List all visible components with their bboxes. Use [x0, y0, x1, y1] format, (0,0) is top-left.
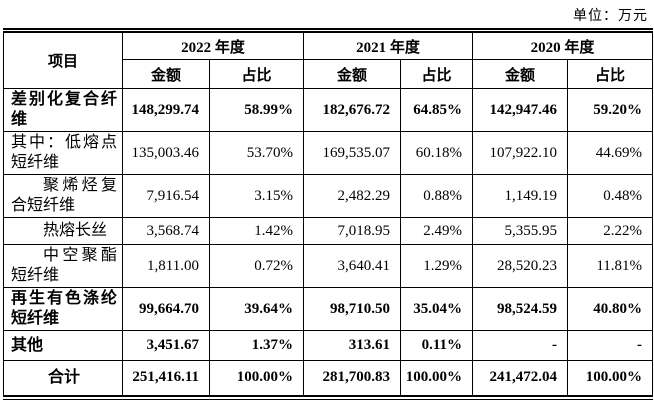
- header-amount-2020: 金额: [472, 59, 569, 89]
- table-header: 项目 2022 年度 2021 年度 2020 年度 金额 占比 金额 占比 金…: [3, 30, 654, 89]
- amount-cell-2022: 3,568.74: [122, 217, 210, 245]
- amount-cell-2021: 169,535.07: [303, 131, 402, 175]
- amount-cell-2020: 28,520.23: [472, 244, 569, 288]
- ratio-cell-2022: 1.42%: [208, 217, 305, 245]
- table-row: 其中：低熔点短纤维 135,003.46 53.70% 169,535.07 60.18…: [3, 131, 654, 175]
- item-cell: 其他: [3, 330, 123, 361]
- amount-cell-2021: 3,640.41: [303, 244, 402, 288]
- table-body: 差别化复合纤维 148,299.74 58.99% 182,676.72 64.85% 1…: [3, 88, 654, 398]
- ratio-cell-2022: 1.37%: [208, 330, 305, 361]
- table-row: 热熔长丝 3,568.74 1.42% 7,018.95 2.49% 5,355.95 2.…: [3, 217, 654, 245]
- ratio-cell-2022: 100.00%: [208, 360, 305, 398]
- header-amount-2021: 金额: [303, 59, 402, 89]
- item-cell: 聚烯烃复合短纤维: [3, 174, 123, 218]
- ratio-cell-2021: 1.29%: [400, 244, 474, 288]
- unit-label: 单位：万元: [573, 9, 648, 24]
- amount-cell-2021: 98,710.50: [303, 287, 402, 331]
- ratio-cell-2020: -: [567, 330, 654, 361]
- amount-cell-2022: 1,811.00: [122, 244, 210, 288]
- item-cell: 差别化复合纤维: [3, 88, 123, 132]
- ratio-cell-2020: 100.00%: [567, 360, 654, 398]
- amount-cell-2021: 313.61: [303, 330, 402, 361]
- ratio-cell-2020: 44.69%: [567, 131, 654, 175]
- item-cell: 其中：低熔点短纤维: [3, 131, 123, 175]
- item-cell: 热熔长丝: [3, 217, 123, 245]
- item-cell: 中空聚酯短纤维: [3, 244, 123, 288]
- header-item-column: 项目: [3, 30, 123, 89]
- amount-cell-2020: -: [472, 330, 569, 361]
- ratio-cell-2021: 60.18%: [400, 131, 474, 175]
- header-ratio-2021: 占比: [400, 59, 474, 89]
- item-cell: 再生有色涤纶短纤维: [3, 287, 123, 331]
- amount-cell-2020: 107,922.10: [472, 131, 569, 175]
- amount-cell-2020: 142,947.46: [472, 88, 569, 132]
- header-year-2020: 2020 年度: [472, 30, 654, 60]
- amount-cell-2020: 241,472.04: [472, 360, 569, 398]
- table-row: 中空聚酯短纤维 1,811.00 0.72% 3,640.41 1.29% 28,520.…: [3, 244, 654, 288]
- header-amount-2022: 金额: [122, 59, 210, 89]
- header-ratio-2022: 占比: [208, 59, 305, 89]
- ratio-cell-2021: 0.11%: [400, 330, 474, 361]
- amount-cell-2022: 7,916.54: [122, 174, 210, 218]
- amount-cell-2022: 251,416.11: [122, 360, 210, 398]
- amount-cell-2020: 98,524.59: [472, 287, 569, 331]
- amount-cell-2021: 182,676.72: [303, 88, 402, 132]
- table-row: 合计 251,416.11 100.00% 281,700.83 100.00% 241,…: [3, 360, 654, 398]
- table-row: 差别化复合纤维 148,299.74 58.99% 182,676.72 64.85% 1…: [3, 88, 654, 132]
- amount-cell-2021: 281,700.83: [303, 360, 402, 398]
- amount-cell-2022: 3,451.67: [122, 330, 210, 361]
- ratio-cell-2020: 0.48%: [567, 174, 654, 218]
- table-row: 聚烯烃复合短纤维 7,916.54 3.15% 2,482.29 0.88% 1,149.…: [3, 174, 654, 218]
- amount-cell-2020: 1,149.19: [472, 174, 569, 218]
- ratio-cell-2022: 58.99%: [208, 88, 305, 132]
- header-year-2022: 2022 年度: [121, 30, 305, 60]
- amount-cell-2021: 7,018.95: [303, 217, 402, 245]
- ratio-cell-2020: 59.20%: [567, 88, 654, 132]
- amount-cell-2020: 5,355.95: [472, 217, 569, 245]
- amount-cell-2022: 148,299.74: [122, 88, 210, 132]
- ratio-cell-2021: 35.04%: [400, 287, 474, 331]
- amount-cell-2022: 99,664.70: [122, 287, 210, 331]
- ratio-cell-2021: 100.00%: [400, 360, 474, 398]
- table-row: 再生有色涤纶短纤维 99,664.70 39.64% 98,710.50 35.04% 9…: [3, 287, 654, 331]
- ratio-cell-2022: 39.64%: [208, 287, 305, 331]
- ratio-cell-2021: 2.49%: [400, 217, 474, 245]
- ratio-cell-2020: 2.22%: [567, 217, 654, 245]
- ratio-cell-2020: 40.80%: [567, 287, 654, 331]
- revenue-breakdown-table: 项目 2022 年度 2021 年度 2020 年度 金额 占比 金额 占比 金…: [3, 28, 654, 400]
- amount-cell-2022: 135,003.46: [122, 131, 210, 175]
- ratio-cell-2022: 0.72%: [208, 244, 305, 288]
- ratio-cell-2022: 3.15%: [208, 174, 305, 218]
- ratio-cell-2020: 11.81%: [567, 244, 654, 288]
- header-ratio-2020: 占比: [567, 59, 654, 89]
- item-cell: 合计: [3, 360, 123, 398]
- header-year-2021: 2021 年度: [303, 30, 474, 60]
- amount-cell-2021: 2,482.29: [303, 174, 402, 218]
- table-row: 其他 3,451.67 1.37% 313.61 0.11% - -: [3, 330, 654, 361]
- ratio-cell-2021: 0.88%: [400, 174, 474, 218]
- ratio-cell-2022: 53.70%: [208, 131, 305, 175]
- ratio-cell-2021: 64.85%: [400, 88, 474, 132]
